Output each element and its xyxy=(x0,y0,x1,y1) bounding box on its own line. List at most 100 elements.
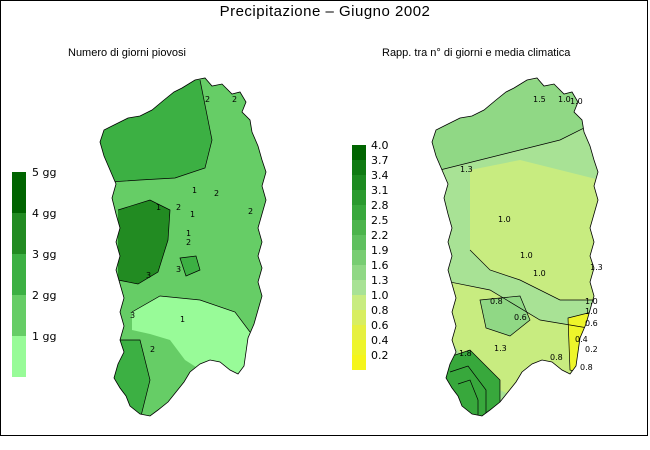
left-map-subtitle: Numero di giorni piovosi xyxy=(68,47,186,59)
right-legend-swatch xyxy=(352,145,366,160)
right-contour-label: 1.5 xyxy=(533,95,546,104)
left-contour-label: 2 xyxy=(150,345,155,354)
right-contour-label: 0.6 xyxy=(514,313,527,322)
right-contour-label: 1.0 xyxy=(533,269,546,278)
right-legend-label: 0.4 xyxy=(371,334,389,347)
left-contour-label: 2 xyxy=(186,238,191,247)
right-contour-line xyxy=(439,349,501,416)
right-legend-swatch xyxy=(352,280,366,295)
right-contour-label: 0.8 xyxy=(490,297,503,306)
left-contour-label: 2 xyxy=(232,95,237,104)
left-legend-swatch xyxy=(12,213,26,254)
right-legend-label: 4.0 xyxy=(371,139,389,152)
left-contour-line xyxy=(110,339,151,416)
left-zone-3-west xyxy=(118,200,170,284)
right-contour-label: 1.0 xyxy=(585,297,598,306)
left-contour-label: 1 xyxy=(180,315,185,324)
left-legend-label: 4 gg xyxy=(32,207,57,220)
right-contour-label: 1.8 xyxy=(459,349,472,358)
right-contour-label: 1.0 xyxy=(498,215,511,224)
right-legend-label: 1.0 xyxy=(371,289,389,302)
right-contour-label: 1.0 xyxy=(520,251,533,260)
left-zone-blob xyxy=(180,256,200,276)
right-legend-swatch xyxy=(352,175,366,190)
left-map xyxy=(99,77,267,417)
left-legend-label: 3 gg xyxy=(32,248,57,261)
left-zone-2-southwest xyxy=(100,340,150,416)
right-legend-swatch xyxy=(352,160,366,175)
right-contour-label: 1.3 xyxy=(494,344,507,353)
left-legend-label: 5 gg xyxy=(32,166,57,179)
left-legend-swatch xyxy=(12,336,26,377)
right-legend-swatch xyxy=(352,190,366,205)
left-contour-line xyxy=(131,295,251,333)
right-legend-label: 2.2 xyxy=(371,229,389,242)
right-contour-line xyxy=(469,249,598,301)
right-zone-center xyxy=(470,160,598,300)
right-legend-label: 0.2 xyxy=(371,349,389,362)
left-contour-label: 3 xyxy=(130,311,135,320)
right-contour-labels: 1.5 1.0 1.01.31.01.01.00.80.61.30.61.01.00… xyxy=(459,95,603,372)
left-legend-swatch xyxy=(12,295,26,336)
right-legend-swatch xyxy=(352,310,366,325)
right-contour-line xyxy=(457,379,479,416)
right-contour-line xyxy=(479,295,531,337)
left-contour-label: 2 xyxy=(205,95,210,104)
right-legend-label: 1.3 xyxy=(371,274,389,287)
left-contour-label: 2 xyxy=(248,207,253,216)
left-contour-label: 3 xyxy=(146,271,151,280)
right-contour-label: 1.0 xyxy=(585,307,598,316)
left-zone-1-south xyxy=(132,296,250,380)
left-zone-3-north xyxy=(100,80,212,184)
right-zone-center-south xyxy=(480,296,530,336)
left-legend-swatch xyxy=(12,172,26,213)
right-legend-swatch xyxy=(352,295,366,310)
right-legend-label: 0.6 xyxy=(371,319,389,332)
left-legend-label: 2 gg xyxy=(32,289,57,302)
right-contour-label: 1.0 xyxy=(558,95,571,104)
left-contour-label: 3 xyxy=(176,265,181,274)
right-legend-swatch xyxy=(352,340,366,355)
right-contour-label: 0.4 xyxy=(575,335,588,344)
right-contour-label: 0.8 xyxy=(580,363,593,372)
right-legend-swatch xyxy=(352,250,366,265)
right-map-subtitle: Rapp. tra n° di giorni e media climatica xyxy=(382,47,571,59)
left-contour-label: 2 xyxy=(176,203,181,212)
right-contour-label: 1.0 xyxy=(570,97,583,106)
left-contour-line xyxy=(109,79,213,183)
right-legend-swatch xyxy=(352,205,366,220)
figure-frame xyxy=(0,0,648,436)
figure-title: Precipitazione – Giugno 2002 xyxy=(219,3,431,20)
right-legend-label: 2.8 xyxy=(371,199,389,212)
right-map xyxy=(431,77,599,417)
right-legend-label: 0.8 xyxy=(371,304,389,317)
right-legend-swatch xyxy=(352,355,366,370)
right-contour-label: 1.3 xyxy=(590,263,603,272)
left-contour-label: 2 xyxy=(214,189,219,198)
left-contour-label: 1 xyxy=(156,203,161,212)
left-contour-label: 1 xyxy=(186,229,191,238)
right-contour-line xyxy=(439,279,598,331)
right-legend-label: 1.6 xyxy=(371,259,389,272)
left-contour-line xyxy=(117,199,171,285)
left-legend-label: 1 gg xyxy=(32,330,57,343)
right-legend-label: 3.4 xyxy=(371,169,389,182)
right-legend-label: 3.7 xyxy=(371,154,389,167)
right-legend-swatch xyxy=(352,235,366,250)
left-contour-label: 1 xyxy=(190,210,195,219)
right-contour-label: 0.6 xyxy=(585,319,598,328)
left-contour-line xyxy=(179,255,201,277)
right-contour-label: 0.8 xyxy=(550,353,563,362)
right-legend-label: 1.9 xyxy=(371,244,389,257)
right-contour-label: 0.2 xyxy=(585,345,598,354)
right-contour-label: 1.3 xyxy=(460,165,473,174)
right-legend-swatch xyxy=(352,265,366,280)
right-contour-line xyxy=(449,365,487,416)
left-contour-label: 1 xyxy=(192,186,197,195)
right-legend-label: 2.5 xyxy=(371,214,389,227)
right-legend-swatch xyxy=(352,325,366,340)
right-legend-label: 3.1 xyxy=(371,184,389,197)
right-legend-swatch xyxy=(352,220,366,235)
